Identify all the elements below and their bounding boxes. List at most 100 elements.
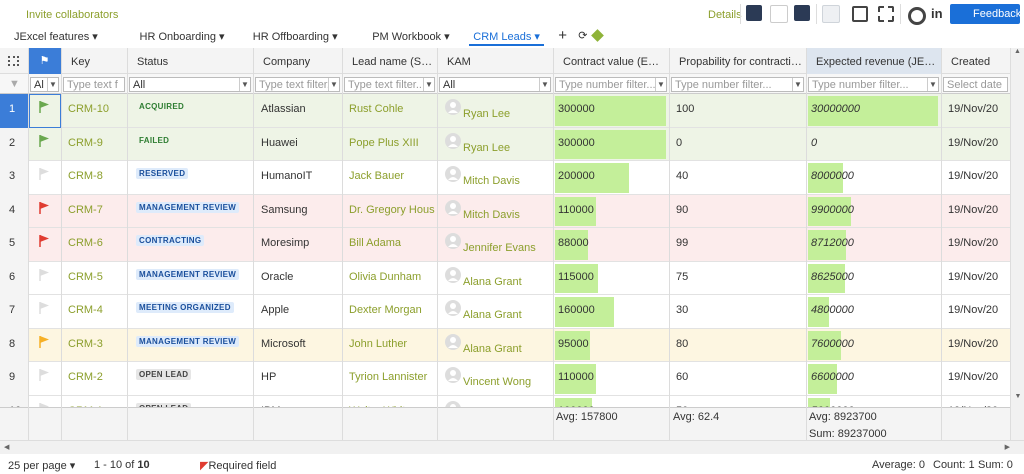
- contract-bar: [555, 263, 598, 293]
- view-icon[interactable]: [770, 5, 788, 23]
- per-page[interactable]: 25 per page ▾: [8, 460, 76, 472]
- column-divider: [127, 48, 128, 440]
- flag-header[interactable]: ⚑: [28, 48, 61, 74]
- settings-icon[interactable]: [908, 7, 926, 25]
- key[interactable]: CRM-9: [68, 136, 103, 149]
- filter-input[interactable]: All: [439, 77, 551, 92]
- rows-icon[interactable]: [822, 5, 840, 23]
- filter-icon[interactable]: [794, 5, 810, 21]
- filter-input[interactable]: Type text f: [63, 77, 125, 92]
- details-link[interactable]: Details: [708, 9, 742, 21]
- flag-icon: [39, 402, 49, 407]
- fullscreen-icon[interactable]: [878, 6, 894, 22]
- lead-name[interactable]: Bill Adama: [349, 237, 401, 249]
- kam[interactable]: Ryan Lee: [463, 141, 511, 154]
- dropdown-arrow[interactable]: ▼: [423, 78, 434, 91]
- key[interactable]: CRM-3: [68, 337, 103, 350]
- flag[interactable]: [38, 100, 50, 114]
- key[interactable]: CRM-6: [68, 237, 103, 249]
- invite-link[interactable]: Invite collaborators: [26, 9, 119, 21]
- tab[interactable]: CRM Leads ▾: [469, 30, 544, 46]
- filter-input[interactable]: Type text filter...: [344, 77, 435, 92]
- select-all[interactable]: [8, 56, 19, 66]
- filter-input[interactable]: All: [129, 77, 251, 92]
- dropdown-arrow[interactable]: ▼: [927, 78, 938, 91]
- flag[interactable]: [38, 335, 50, 349]
- lead-name[interactable]: Dr. Gregory House: [349, 203, 435, 216]
- expected-bar: [808, 230, 846, 260]
- kam[interactable]: Alana Grant: [463, 342, 522, 355]
- status-badge: RESERVED: [136, 168, 189, 179]
- kam[interactable]: Jennifer Evans: [463, 242, 536, 254]
- dropdown-arrow[interactable]: ▼: [328, 78, 339, 91]
- column-header[interactable]: KAM: [447, 56, 471, 68]
- horizontal-scrollbar[interactable]: ◀ ▶: [0, 440, 1024, 454]
- lead-name[interactable]: Walter White: [349, 405, 435, 408]
- key[interactable]: CRM-10: [68, 103, 109, 115]
- column-header[interactable]: Company: [263, 56, 311, 68]
- flag[interactable]: [38, 134, 50, 148]
- tab[interactable]: JExcel features ▾: [14, 31, 98, 43]
- key[interactable]: CRM-1: [68, 405, 103, 408]
- column-header[interactable]: Expected revenue (JExcel...: [816, 56, 937, 68]
- flag[interactable]: [38, 268, 50, 282]
- contract-value: 95000: [558, 337, 589, 350]
- filter-input[interactable]: Select date: [943, 77, 1008, 92]
- column-header[interactable]: Status: [137, 56, 169, 68]
- flag[interactable]: [38, 402, 50, 407]
- lead-name[interactable]: John Luther: [349, 337, 408, 350]
- dropdown-arrow[interactable]: ▼: [239, 78, 250, 91]
- kam[interactable]: Ryan Lee: [463, 108, 511, 120]
- add-tab[interactable]: +: [558, 27, 567, 44]
- created: 19/Nov/20: [948, 170, 999, 182]
- kam[interactable]: Mitch Davis: [463, 208, 520, 221]
- contract-bar: [555, 129, 666, 159]
- key[interactable]: CRM-2: [68, 371, 103, 383]
- lead-name[interactable]: Pope Plus XIII: [349, 136, 419, 149]
- filter-text: Type text filter...: [259, 79, 337, 91]
- column-header[interactable]: Contract value (EUR): [563, 56, 665, 68]
- key[interactable]: CRM-5: [68, 270, 103, 283]
- kam[interactable]: Mitch Davis: [463, 175, 520, 187]
- kam[interactable]: Alana Grant: [463, 309, 522, 321]
- columns-icon[interactable]: [852, 6, 868, 22]
- linkedin-icon[interactable]: in: [931, 6, 943, 21]
- column-header[interactable]: Lead name (Su...: [352, 56, 433, 68]
- column-divider: [806, 48, 807, 440]
- dropdown-arrow[interactable]: ▼: [539, 78, 550, 91]
- filter-input[interactable]: Type number filter...: [555, 77, 667, 92]
- column-header[interactable]: Created: [951, 56, 991, 68]
- lead-name[interactable]: Tyrion Lannister: [349, 371, 428, 383]
- tab[interactable]: HR Offboarding ▾: [252, 31, 338, 43]
- key[interactable]: CRM-8: [68, 170, 103, 182]
- flag[interactable]: [38, 301, 50, 315]
- flag[interactable]: [38, 234, 50, 248]
- dropdown-arrow[interactable]: ▼: [792, 78, 803, 91]
- dropdown-arrow[interactable]: ▼: [47, 78, 58, 91]
- filter-input[interactable]: Type number filter...: [808, 77, 939, 92]
- lead-name[interactable]: Olivia Dunham: [349, 270, 422, 283]
- flag[interactable]: [38, 167, 50, 181]
- feedback-button[interactable]: Feedback: [950, 4, 1020, 24]
- filter-input[interactable]: Type number filter...: [671, 77, 804, 92]
- flag[interactable]: [38, 368, 50, 382]
- kam[interactable]: Alana Grant: [463, 275, 522, 288]
- key[interactable]: CRM-7: [68, 203, 103, 216]
- lead-name[interactable]: Jack Bauer: [349, 170, 405, 182]
- vertical-scrollbar[interactable]: ▲ ▼: [1010, 48, 1024, 440]
- key[interactable]: CRM-4: [68, 304, 103, 316]
- dropdown-arrow[interactable]: ▼: [655, 78, 666, 91]
- contract-value: 100000: [558, 405, 595, 408]
- flag[interactable]: [38, 201, 50, 215]
- kam[interactable]: Vincent Wong: [463, 376, 532, 388]
- tab[interactable]: HR Onboarding ▾: [139, 31, 225, 43]
- view-icon[interactable]: [746, 5, 762, 21]
- column-header[interactable]: Propability for contractin...: [679, 56, 802, 68]
- tab[interactable]: PM Workbook ▾: [372, 31, 450, 43]
- expected-revenue: 8625000: [811, 270, 854, 283]
- lead-name[interactable]: Rust Cohle: [349, 103, 404, 115]
- column-header[interactable]: Key: [71, 56, 90, 68]
- filter-input[interactable]: Type text filter...: [255, 77, 340, 92]
- refresh-icon[interactable]: ⟳: [578, 30, 588, 42]
- lead-name[interactable]: Dexter Morgan: [349, 304, 422, 316]
